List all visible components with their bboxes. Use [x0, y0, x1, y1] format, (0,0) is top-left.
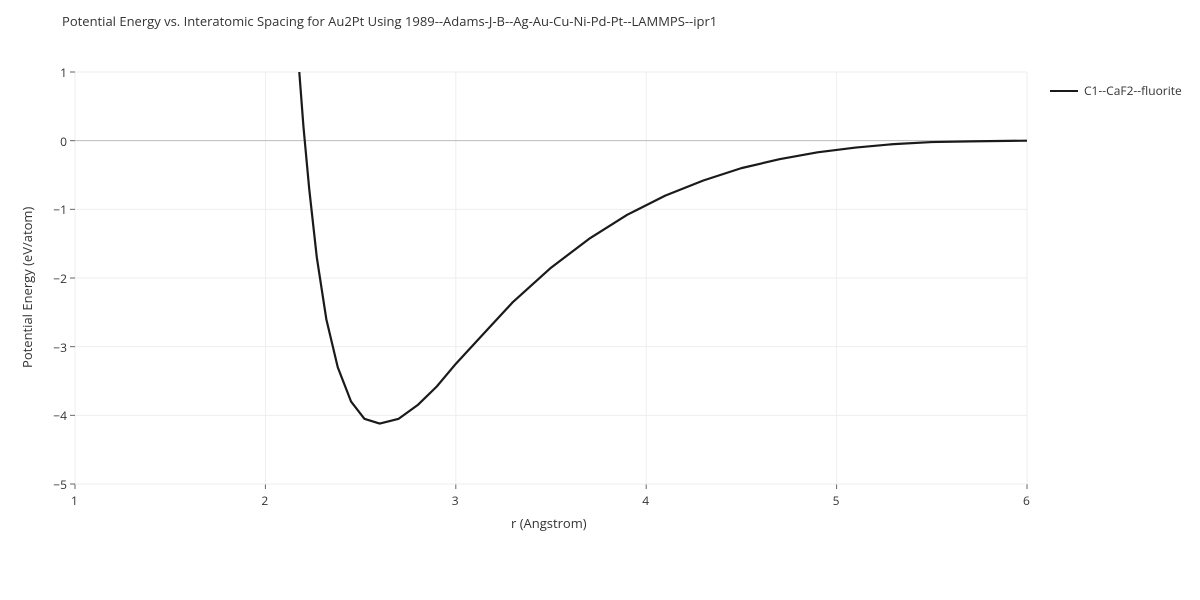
x-tick: 1 [71, 492, 78, 509]
y-tick: 0 [60, 133, 67, 150]
x-tick: 3 [452, 492, 459, 509]
y-tick: −1 [53, 201, 67, 218]
legend: C1--CaF2--fluorite [1050, 82, 1182, 99]
legend-label: C1--CaF2--fluorite [1084, 82, 1182, 99]
y-tick: −2 [53, 270, 67, 287]
legend-line-icon [1050, 90, 1078, 92]
y-tick: −4 [53, 407, 67, 424]
y-tick: −5 [53, 476, 67, 493]
y-tick: −3 [53, 339, 67, 356]
x-tick: 6 [1023, 492, 1030, 509]
x-tick: 2 [261, 492, 268, 509]
x-tick: 5 [833, 492, 840, 509]
x-tick: 4 [642, 492, 649, 509]
plot-area [0, 0, 1200, 600]
y-tick: 1 [60, 64, 67, 81]
